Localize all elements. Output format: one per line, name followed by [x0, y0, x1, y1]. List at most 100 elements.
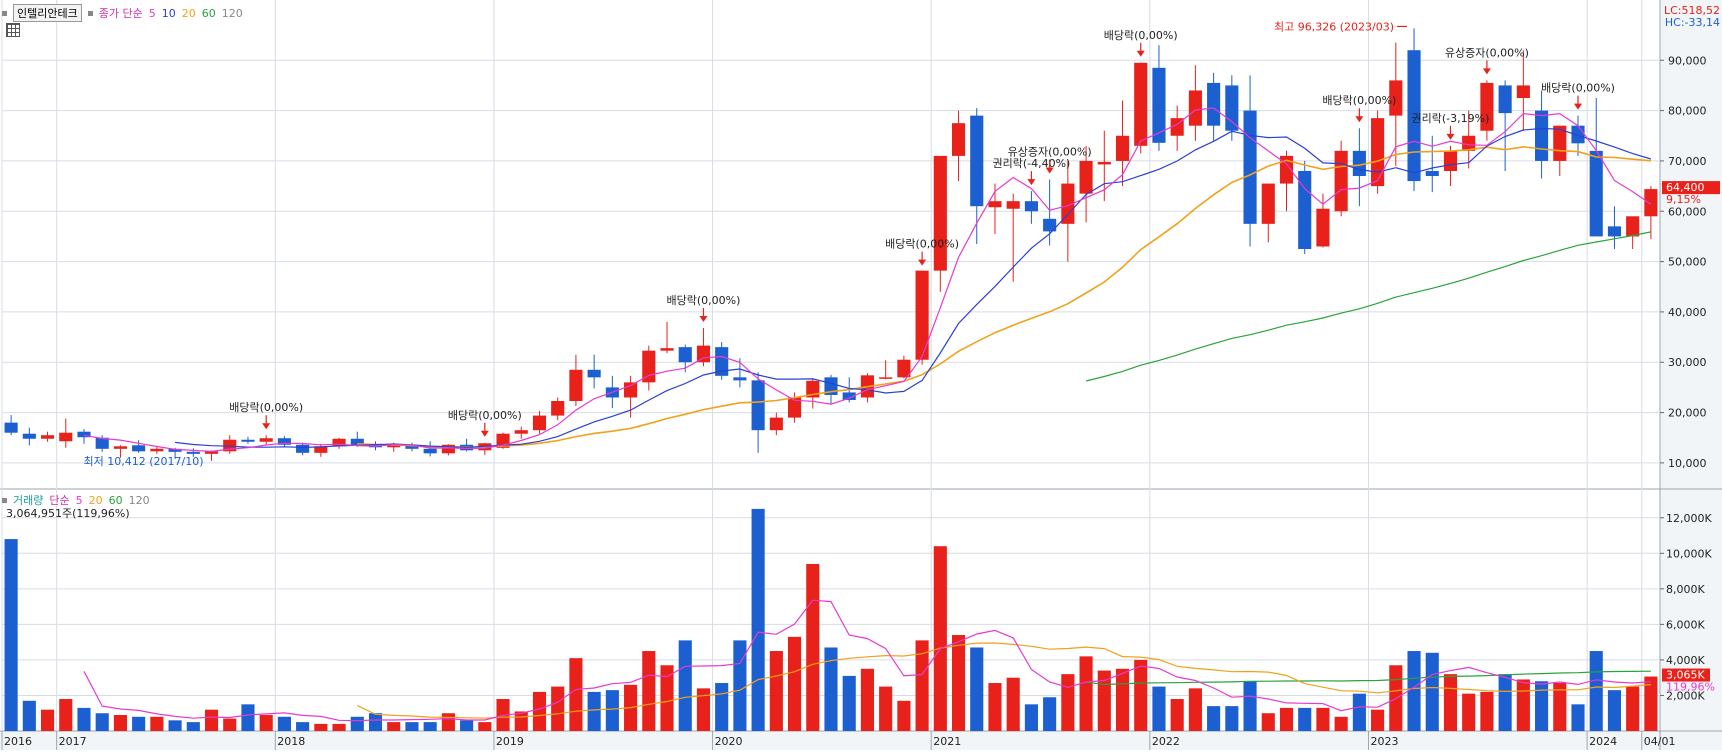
- volume-bar: [769, 651, 783, 731]
- event-label: 배당락(0,00%): [885, 238, 959, 251]
- legend-bullet: [2, 10, 7, 16]
- volume-bar: [168, 720, 182, 731]
- volume-bar: [1279, 707, 1294, 731]
- volume-bar: [1115, 668, 1130, 731]
- candle-body: [915, 270, 929, 360]
- ma10-period[interactable]: 10: [161, 6, 176, 20]
- candle-body: [4, 422, 18, 433]
- volume-bar: [4, 539, 18, 731]
- volume-bar: [1061, 674, 1075, 731]
- volume-bar: [405, 722, 419, 731]
- volume-bar: [387, 722, 401, 731]
- vol-ma5-period[interactable]: 5: [75, 493, 83, 507]
- volume-bar: [1152, 686, 1166, 731]
- hc-value: HC:-33,14: [1664, 16, 1720, 29]
- candle-body: [350, 438, 364, 446]
- volume-bar: [1425, 652, 1439, 731]
- ma120-period[interactable]: 120: [221, 6, 243, 20]
- candle-body: [788, 397, 802, 418]
- event-arrowhead: [1045, 167, 1054, 174]
- candle-body: [22, 433, 36, 439]
- candle-body: [259, 438, 273, 442]
- volume-bar: [22, 700, 36, 731]
- ma5-period[interactable]: 5: [148, 6, 156, 20]
- candle-body: [1225, 85, 1239, 131]
- ma60-period[interactable]: 60: [201, 6, 216, 20]
- candle-body: [405, 445, 419, 449]
- volume-tick-label: 12,000K: [1666, 512, 1712, 525]
- candle-body: [1425, 170, 1439, 177]
- candle-body: [751, 380, 765, 431]
- candle-body: [204, 451, 219, 454]
- candle-body: [988, 201, 1002, 208]
- candle-body: [95, 437, 109, 449]
- price-tick-label: 40,000: [1668, 306, 1707, 319]
- symbol-name[interactable]: 인텔리안테크: [13, 4, 82, 22]
- volume-bar: [132, 716, 146, 731]
- volume-bar: [1516, 679, 1530, 731]
- volume-bar: [59, 699, 73, 731]
- event-label: 유상증자(0,00%): [1008, 146, 1092, 159]
- ma20-line: [357, 145, 1651, 448]
- candle-body: [1589, 150, 1603, 237]
- price-tick-label: 60,000: [1668, 205, 1707, 218]
- x-tick-label: 2017: [59, 735, 87, 748]
- table-icon[interactable]: [6, 23, 20, 37]
- volume-tick-label: 6,000K: [1666, 618, 1705, 631]
- vol-ma60-period[interactable]: 60: [108, 493, 123, 507]
- price-tick-label: 20,000: [1668, 407, 1707, 420]
- volume-ma-label[interactable]: 단순: [49, 494, 70, 507]
- high-label: 최고 96,326 (2023/03): [1274, 20, 1394, 33]
- candle-body: [441, 444, 455, 454]
- ma20-period[interactable]: 20: [181, 6, 196, 20]
- candle-body: [1043, 218, 1057, 232]
- vol-ma20-line: [357, 642, 1651, 719]
- volume-tick-label: 8,000K: [1666, 583, 1705, 596]
- volume-tick-label: 10,000K: [1666, 547, 1712, 560]
- volume-bar: [897, 700, 911, 731]
- candle-body: [897, 359, 911, 378]
- last-change-text: 9,15%: [1666, 193, 1701, 206]
- volume-bar: [1243, 681, 1257, 731]
- candle-body: [1498, 85, 1512, 114]
- volume-bar: [113, 715, 127, 731]
- volume-bar: [551, 686, 565, 731]
- candle-body: [332, 438, 346, 447]
- price-tick-label: 10,000: [1668, 457, 1707, 470]
- volume-current: 3,064,951주(119,96%): [6, 507, 130, 520]
- candle-body: [532, 415, 547, 431]
- x-tick-label: 2019: [496, 735, 524, 748]
- volume-bar: [532, 691, 547, 731]
- ma10-line: [175, 127, 1652, 449]
- volume-bar: [678, 640, 692, 731]
- event-arrowhead: [1482, 68, 1491, 75]
- price-legend: 인텔리안테크 종가 단순 5 10 20 60 120: [2, 4, 243, 22]
- volume-label[interactable]: 거래량: [13, 494, 44, 507]
- vol-ma20-period[interactable]: 20: [88, 493, 103, 507]
- candle-body: [1535, 110, 1549, 161]
- volume-bar: [1316, 707, 1330, 731]
- volume-bar: [1553, 683, 1567, 731]
- candle-body: [40, 435, 55, 439]
- vol-ma120-period[interactable]: 120: [128, 493, 150, 507]
- candle-body: [715, 347, 729, 376]
- candle-body: [1298, 170, 1312, 249]
- candle-body: [1644, 189, 1658, 217]
- volume-bar: [879, 686, 893, 731]
- volume-bar: [423, 722, 437, 731]
- volume-bar: [1006, 677, 1020, 731]
- volume-bar: [150, 716, 164, 731]
- volume-bar: [860, 668, 874, 731]
- volume-bar: [806, 563, 820, 731]
- candle-body: [113, 446, 127, 449]
- volume-bar: [296, 722, 310, 731]
- event-label: 배당락(0,00%): [1104, 29, 1178, 42]
- volume-legend: 거래량 단순 5 20 60 120: [2, 492, 150, 508]
- price-ma-label[interactable]: 종가 단순: [98, 7, 143, 20]
- candle-body: [1115, 135, 1130, 161]
- lc-value: LC:518,52: [1663, 4, 1720, 17]
- candle-body: [1134, 62, 1148, 146]
- candle-body: [660, 348, 674, 351]
- x-axis-area: [0, 731, 1722, 750]
